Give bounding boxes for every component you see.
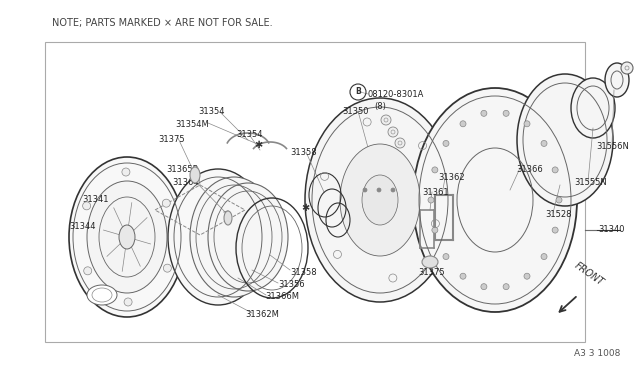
Circle shape: [503, 110, 509, 116]
Text: 31528: 31528: [545, 210, 572, 219]
Text: 08120-8301A: 08120-8301A: [368, 90, 424, 99]
Text: 31354M: 31354M: [175, 120, 209, 129]
Text: NOTE; PARTS MARKED × ARE NOT FOR SALE.: NOTE; PARTS MARKED × ARE NOT FOR SALE.: [52, 18, 273, 28]
Circle shape: [377, 188, 381, 192]
Circle shape: [481, 284, 487, 290]
Ellipse shape: [190, 177, 278, 297]
Text: 31358: 31358: [290, 268, 317, 277]
Text: 31365P: 31365P: [166, 165, 198, 174]
Circle shape: [524, 273, 530, 279]
Text: 31354: 31354: [236, 130, 262, 139]
Ellipse shape: [168, 169, 268, 305]
Circle shape: [432, 167, 438, 173]
Ellipse shape: [413, 88, 577, 312]
Text: 31366: 31366: [516, 165, 543, 174]
Ellipse shape: [605, 63, 629, 97]
Circle shape: [83, 202, 91, 210]
Text: 31375: 31375: [418, 268, 445, 277]
Text: 31556N: 31556N: [596, 142, 629, 151]
Text: 31356: 31356: [278, 280, 305, 289]
Text: B: B: [355, 87, 361, 96]
Ellipse shape: [305, 98, 455, 302]
Text: 31362M: 31362M: [245, 310, 279, 319]
Text: 31358: 31358: [290, 148, 317, 157]
Ellipse shape: [190, 167, 200, 183]
Circle shape: [621, 62, 633, 74]
Circle shape: [428, 197, 434, 203]
Circle shape: [443, 254, 449, 260]
Text: FRONT: FRONT: [573, 261, 606, 288]
Circle shape: [388, 127, 398, 137]
Circle shape: [163, 199, 170, 207]
Circle shape: [552, 227, 558, 233]
Text: 31366M: 31366M: [265, 292, 299, 301]
Ellipse shape: [422, 256, 438, 268]
Circle shape: [124, 298, 132, 306]
Ellipse shape: [87, 181, 167, 293]
Ellipse shape: [362, 175, 398, 225]
Circle shape: [481, 110, 487, 116]
Text: 31341: 31341: [82, 195, 109, 204]
Text: (8): (8): [374, 102, 386, 111]
Circle shape: [363, 188, 367, 192]
Circle shape: [122, 168, 130, 176]
Text: 31361: 31361: [422, 188, 449, 197]
Circle shape: [541, 141, 547, 147]
Text: 31354: 31354: [198, 107, 225, 116]
Circle shape: [84, 267, 92, 275]
Ellipse shape: [571, 78, 615, 138]
Text: 31555N: 31555N: [574, 178, 607, 187]
Circle shape: [432, 227, 438, 233]
Circle shape: [552, 167, 558, 173]
Ellipse shape: [208, 183, 288, 291]
Circle shape: [395, 138, 405, 148]
Circle shape: [524, 121, 530, 127]
Text: 31340: 31340: [598, 225, 625, 234]
Text: 31375: 31375: [158, 135, 184, 144]
Circle shape: [503, 284, 509, 290]
Circle shape: [163, 264, 172, 272]
Bar: [45, 42, 585, 342]
Ellipse shape: [69, 157, 185, 317]
Text: A3 3 1008: A3 3 1008: [573, 349, 620, 358]
Ellipse shape: [87, 285, 117, 305]
Text: 31364: 31364: [172, 178, 198, 187]
Ellipse shape: [517, 74, 613, 206]
Text: 31362: 31362: [438, 173, 465, 182]
Circle shape: [443, 141, 449, 147]
Text: 31350: 31350: [342, 107, 369, 116]
Circle shape: [460, 121, 466, 127]
Circle shape: [381, 115, 391, 125]
Circle shape: [460, 273, 466, 279]
Text: ✱: ✱: [301, 203, 309, 213]
Text: 31344: 31344: [69, 222, 95, 231]
Ellipse shape: [340, 144, 420, 256]
Ellipse shape: [224, 211, 232, 225]
Circle shape: [541, 254, 547, 260]
Text: ✱: ✱: [254, 140, 262, 150]
Circle shape: [556, 197, 562, 203]
Circle shape: [391, 188, 395, 192]
Ellipse shape: [119, 225, 135, 249]
